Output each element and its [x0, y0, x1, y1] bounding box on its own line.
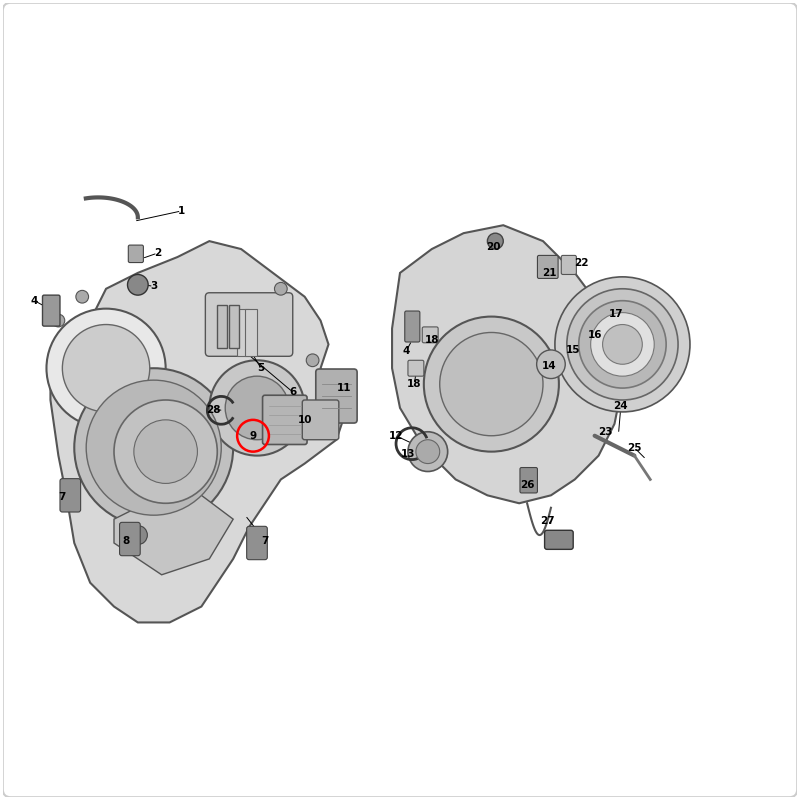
Circle shape — [210, 360, 305, 456]
Text: 7: 7 — [262, 536, 269, 546]
Text: 13: 13 — [401, 449, 415, 459]
Text: 18: 18 — [425, 335, 439, 346]
FancyBboxPatch shape — [119, 522, 140, 556]
FancyBboxPatch shape — [316, 369, 357, 423]
Bar — [229, 305, 238, 348]
Polygon shape — [50, 241, 344, 622]
Text: 26: 26 — [520, 480, 534, 490]
Text: 9: 9 — [250, 430, 257, 441]
Text: 12: 12 — [389, 430, 403, 441]
Text: 22: 22 — [574, 258, 588, 268]
Text: 15: 15 — [566, 345, 581, 355]
FancyBboxPatch shape — [246, 526, 267, 560]
Circle shape — [62, 325, 150, 412]
Polygon shape — [114, 495, 233, 574]
Circle shape — [76, 290, 89, 303]
Circle shape — [440, 333, 543, 436]
Text: 4: 4 — [31, 296, 38, 306]
Text: 18: 18 — [407, 379, 422, 389]
Text: 23: 23 — [598, 426, 612, 437]
Bar — [245, 309, 257, 356]
FancyBboxPatch shape — [302, 400, 339, 440]
Text: 25: 25 — [627, 442, 642, 453]
Circle shape — [590, 313, 654, 376]
Text: 8: 8 — [122, 536, 130, 546]
FancyBboxPatch shape — [128, 245, 143, 262]
Text: 1: 1 — [178, 206, 185, 216]
Circle shape — [274, 282, 287, 295]
Text: 16: 16 — [587, 330, 602, 340]
FancyBboxPatch shape — [60, 478, 81, 512]
Text: 14: 14 — [542, 361, 557, 371]
FancyBboxPatch shape — [405, 311, 420, 342]
Text: 10: 10 — [298, 415, 312, 425]
Circle shape — [424, 317, 559, 452]
Circle shape — [226, 376, 289, 440]
Text: 7: 7 — [58, 492, 66, 502]
Bar — [237, 309, 249, 356]
Bar — [218, 305, 227, 348]
Circle shape — [416, 440, 440, 463]
Text: 3: 3 — [150, 282, 158, 291]
Circle shape — [74, 368, 233, 527]
Circle shape — [127, 274, 148, 295]
FancyBboxPatch shape — [42, 295, 60, 326]
FancyBboxPatch shape — [422, 327, 438, 342]
Text: 27: 27 — [540, 516, 554, 526]
Text: 11: 11 — [337, 383, 352, 393]
FancyBboxPatch shape — [408, 360, 424, 376]
Text: 4: 4 — [402, 346, 410, 356]
FancyBboxPatch shape — [520, 467, 538, 493]
Circle shape — [602, 325, 642, 364]
Text: 21: 21 — [542, 268, 557, 278]
Circle shape — [555, 277, 690, 412]
FancyBboxPatch shape — [262, 395, 307, 445]
Circle shape — [52, 314, 65, 327]
Circle shape — [537, 350, 566, 378]
Circle shape — [86, 380, 222, 515]
Text: 20: 20 — [486, 242, 500, 253]
Text: 28: 28 — [206, 405, 221, 414]
Circle shape — [114, 400, 218, 503]
Circle shape — [128, 526, 147, 545]
FancyBboxPatch shape — [538, 255, 558, 278]
Text: 17: 17 — [609, 309, 623, 319]
Text: 6: 6 — [289, 387, 296, 397]
Circle shape — [134, 420, 198, 483]
FancyBboxPatch shape — [206, 293, 293, 356]
Circle shape — [487, 233, 503, 249]
Circle shape — [578, 301, 666, 388]
Text: 5: 5 — [258, 363, 265, 374]
FancyBboxPatch shape — [545, 530, 573, 550]
Polygon shape — [392, 226, 622, 503]
Circle shape — [567, 289, 678, 400]
Circle shape — [46, 309, 166, 428]
Circle shape — [306, 354, 319, 366]
Circle shape — [408, 432, 448, 471]
Text: 2: 2 — [154, 248, 162, 258]
FancyBboxPatch shape — [562, 255, 576, 274]
Text: 24: 24 — [614, 402, 628, 411]
